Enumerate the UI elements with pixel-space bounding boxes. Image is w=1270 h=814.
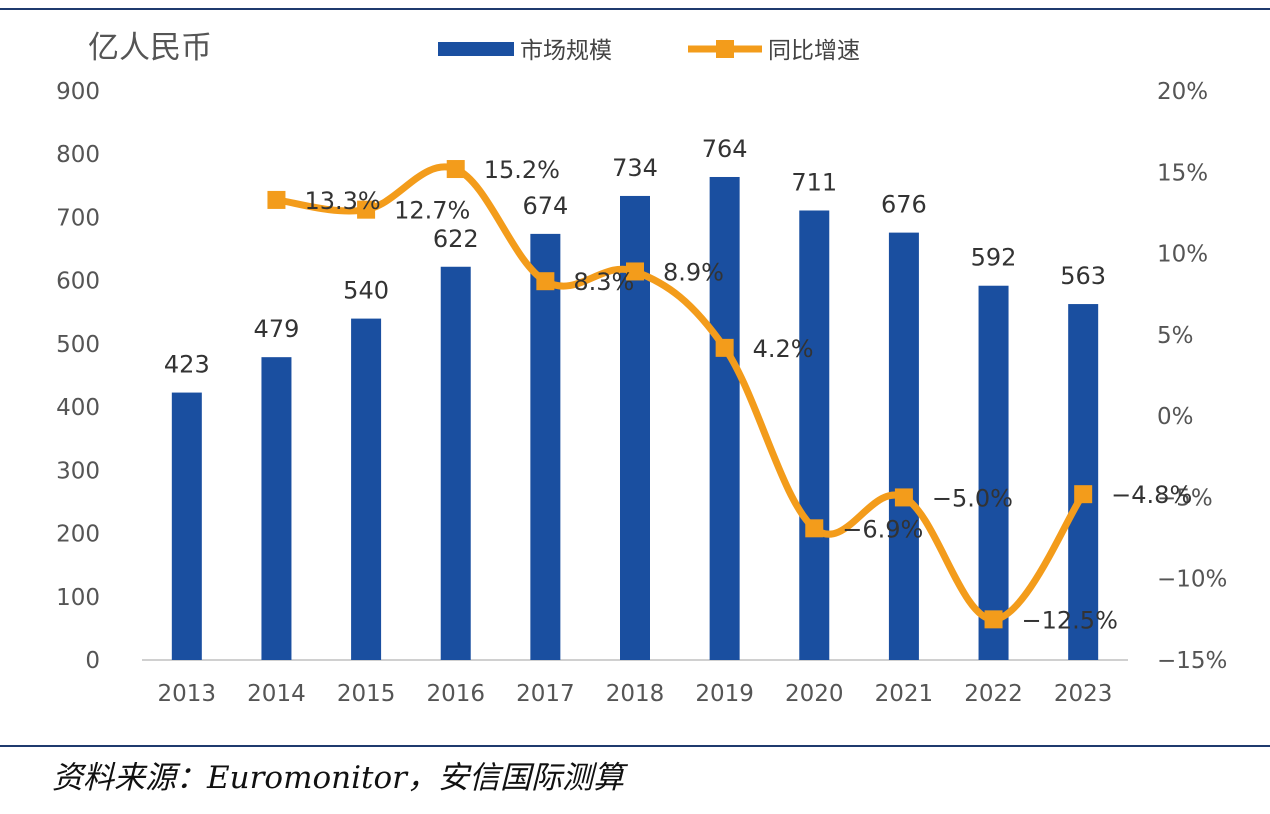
bar xyxy=(799,210,830,661)
legend-line-marker xyxy=(716,40,734,58)
right-tick-label: −5% xyxy=(1157,485,1213,511)
line-data-label: 8.3% xyxy=(573,268,634,296)
line-data-label: 8.9% xyxy=(663,258,724,286)
line-series xyxy=(267,160,1093,629)
left-tick-label: 700 xyxy=(56,205,100,231)
line-marker xyxy=(357,200,376,219)
right-tick-label: 5% xyxy=(1157,323,1194,349)
line-data-label: 15.2% xyxy=(484,156,560,184)
line-marker xyxy=(267,190,286,209)
legend: 市场规模 同比增速 xyxy=(438,38,860,64)
bar-data-label: 734 xyxy=(612,154,658,182)
bar xyxy=(171,392,202,660)
left-tick-label: 200 xyxy=(56,522,100,548)
right-tick-label: −15% xyxy=(1157,648,1227,674)
legend-bar-label: 市场规模 xyxy=(520,38,612,64)
line-data-labels: 13.3% 12.7% 15.2% 8.3% 8.9% 4.2% −6.9% −5.0% −12… xyxy=(304,156,1192,634)
source-note: 资料来源：Euromonitor，安信国际测算 xyxy=(52,760,624,796)
bar-data-label: 622 xyxy=(433,225,479,253)
x-tick-label: 2019 xyxy=(695,681,754,707)
x-tick-label: 2021 xyxy=(875,681,934,707)
line-marker xyxy=(626,262,644,281)
bar-data-label: 423 xyxy=(164,351,210,379)
line-data-label: 12.7% xyxy=(394,197,470,225)
x-tick-label: 2017 xyxy=(516,681,575,707)
right-tick-label: −10% xyxy=(1157,567,1227,593)
bar-data-label: 676 xyxy=(881,191,927,219)
line-data-label: −6.9% xyxy=(842,515,923,543)
bar-data-label: 764 xyxy=(702,135,748,163)
line-data-label: −5.0% xyxy=(932,484,1013,512)
line-data-label: −12.5% xyxy=(1022,606,1118,634)
growth-line xyxy=(272,163,1087,623)
x-tick-label: 2016 xyxy=(426,681,485,707)
right-tick-label: 10% xyxy=(1157,242,1208,268)
legend-bar-swatch xyxy=(438,42,514,56)
bar xyxy=(440,266,471,660)
bar xyxy=(530,233,561,661)
right-axis: −15% −10% −5% 0% 5% 10% 15% 20% xyxy=(1157,79,1227,674)
bar xyxy=(1068,304,1099,660)
x-tick-label: 2015 xyxy=(337,681,396,707)
x-tick-label: 2018 xyxy=(606,681,665,707)
top-rule xyxy=(0,8,1270,10)
left-axis: 0 100 200 300 400 500 600 700 800 900 xyxy=(56,79,100,674)
line-marker xyxy=(984,610,1003,629)
legend-line-label: 同比增速 xyxy=(768,38,860,64)
x-tick-label: 2014 xyxy=(247,681,306,707)
bar-series xyxy=(171,176,1099,661)
bar-data-labels: 423 479 540 622 674 734 764 711 676 592 563 xyxy=(164,135,1106,379)
combo-chart: 0 100 200 300 400 500 600 700 800 900 −15% −10% −5%… xyxy=(56,30,1227,707)
left-tick-label: 400 xyxy=(56,395,100,421)
bar xyxy=(978,285,1009,660)
line-marker xyxy=(805,519,824,538)
line-data-label: 4.2% xyxy=(753,335,814,363)
right-tick-label: 20% xyxy=(1157,79,1208,105)
line-marker xyxy=(715,338,734,357)
left-tick-label: 100 xyxy=(56,585,100,611)
bar-data-label: 563 xyxy=(1060,262,1106,290)
bar-data-label: 479 xyxy=(254,315,300,343)
line-data-label: 13.3% xyxy=(304,187,380,215)
bar xyxy=(261,357,292,660)
right-tick-label: 0% xyxy=(1157,404,1194,430)
left-tick-label: 0 xyxy=(85,648,100,674)
bar-data-label: 540 xyxy=(343,277,389,305)
x-tick-label: 2020 xyxy=(785,681,844,707)
left-axis-label: 亿人民币 xyxy=(88,30,212,66)
bar xyxy=(351,318,382,660)
line-marker xyxy=(536,272,555,291)
line-data-label: −4.8% xyxy=(1111,481,1192,509)
bar-data-label: 592 xyxy=(971,244,1017,272)
bar-data-label: 674 xyxy=(522,192,568,220)
x-tick-label: 2022 xyxy=(964,681,1023,707)
bar xyxy=(888,232,919,660)
left-tick-label: 300 xyxy=(56,458,100,484)
bar-data-label: 711 xyxy=(791,168,837,196)
line-marker xyxy=(446,160,465,179)
left-tick-label: 900 xyxy=(56,79,100,105)
left-tick-label: 600 xyxy=(56,269,100,295)
right-tick-label: 15% xyxy=(1157,160,1208,186)
line-marker xyxy=(894,488,913,507)
x-tick-label: 2023 xyxy=(1054,681,1113,707)
x-tick-label: 2013 xyxy=(158,681,217,707)
x-axis: 2013 2014 2015 2016 2017 2018 2019 2020 2021 2022… xyxy=(158,681,1113,707)
bar xyxy=(709,176,740,660)
left-tick-label: 500 xyxy=(56,332,100,358)
left-tick-label: 800 xyxy=(56,142,100,168)
bottom-rule xyxy=(0,745,1270,747)
line-marker xyxy=(1074,485,1093,504)
